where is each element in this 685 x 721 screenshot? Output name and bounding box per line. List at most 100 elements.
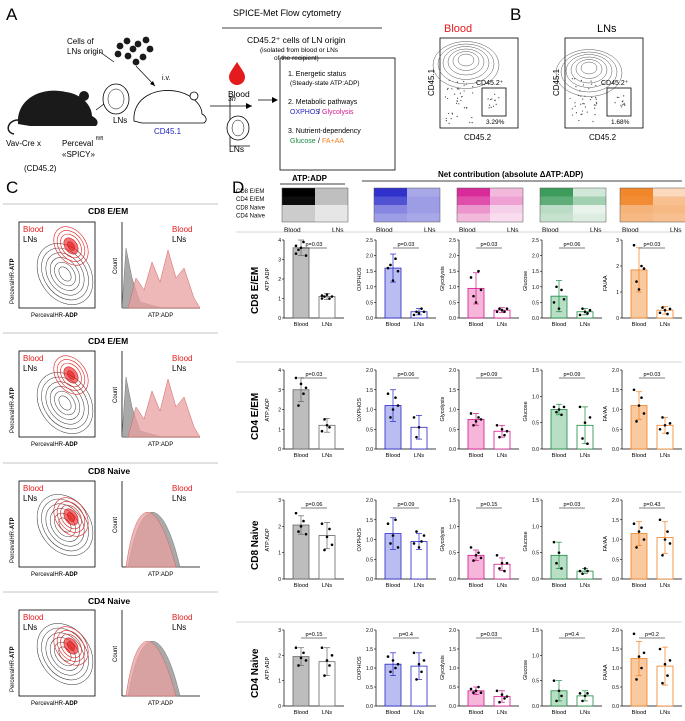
data-point <box>661 416 664 419</box>
mouse-white-ear-icon <box>189 91 199 101</box>
x-category-label: Blood <box>552 453 567 459</box>
x-category-label: LNs <box>497 453 507 459</box>
ln-pointer <box>95 103 105 111</box>
gated-event-dot <box>621 106 623 108</box>
data-point <box>503 310 506 314</box>
data-point <box>325 424 329 427</box>
data-point <box>500 308 504 312</box>
hist-blood <box>125 512 177 568</box>
x-category-label: LNs <box>414 710 424 716</box>
y-tick-label: 1.5 <box>449 498 456 504</box>
y-tick-label: 2.5 <box>366 238 373 244</box>
y-tick-label: 3 <box>278 258 281 264</box>
hist-legend-blood: Blood <box>172 354 192 363</box>
y-axis-label: OXPHOS <box>357 656 363 680</box>
x-category-label: Blood <box>386 453 401 459</box>
data-point <box>555 285 558 289</box>
data-point <box>557 689 561 693</box>
heatmap-col-blood: Blood <box>542 227 559 234</box>
y-tick-label: 0.5 <box>449 685 456 691</box>
event-dot <box>453 93 456 95</box>
hist-legend-blood: Blood <box>172 484 192 493</box>
data-point <box>632 388 636 392</box>
cell-dot <box>139 53 147 61</box>
p-value-label: p=0.03 <box>481 242 498 248</box>
y-tick-label: 0.5 <box>449 300 456 306</box>
data-point <box>562 297 566 301</box>
y-tick-label: 2.0 <box>449 254 456 260</box>
data-point <box>474 301 478 304</box>
data-point <box>420 307 423 310</box>
lns-contour <box>36 372 94 434</box>
blood-contour <box>60 504 82 530</box>
data-point <box>560 567 563 570</box>
heatmap-frame <box>281 187 349 223</box>
heatmap-col-blood: Blood <box>376 227 393 234</box>
lymph-node-icon <box>102 83 130 115</box>
data-point <box>632 243 636 247</box>
event-dot <box>571 108 573 110</box>
data-point <box>420 540 423 543</box>
data-point <box>294 252 298 255</box>
heatmap-frame <box>539 187 607 223</box>
y-tick-label: 0.0 <box>366 704 373 710</box>
y-tick-label: 2.0 <box>612 368 619 374</box>
bar-blood <box>550 409 568 450</box>
blood-contour <box>60 633 82 659</box>
data-point <box>637 288 641 291</box>
data-point <box>304 532 308 536</box>
data-point <box>417 312 421 315</box>
box-subtitle-2: of the recipient) <box>274 55 319 62</box>
flow-ylabel: CD45.1 <box>427 68 436 96</box>
contour-ylabel: PercevalHR-ATP <box>10 517 16 563</box>
contour-ylabel-bold: ATP <box>10 258 16 270</box>
data-point <box>658 647 662 651</box>
heatmap-cell <box>620 213 653 222</box>
contour-xlabel: PercevalHR-ADP <box>31 313 78 319</box>
y-tick-label: 2.5 <box>449 238 456 244</box>
x-category-label: LNs <box>660 583 670 589</box>
x-category-label: LNs <box>414 583 424 589</box>
y-tick-label: 0.5 <box>612 557 619 563</box>
y-tick-label: 1.0 <box>612 666 619 672</box>
event-dot <box>471 116 473 119</box>
data-point <box>640 264 643 268</box>
legend-blood: Blood <box>23 484 43 493</box>
y-axis-label: Glycolysis <box>440 396 446 421</box>
data-point <box>640 396 643 399</box>
p-value-label: p=0.2 <box>645 632 659 638</box>
data-point <box>330 543 334 547</box>
hist-xlabel: ATP:ADP <box>148 701 173 707</box>
lns-label-a2: LNs <box>229 144 244 154</box>
y-tick-label: 0.0 <box>449 447 456 453</box>
p-value-label: p=0.03 <box>306 372 323 378</box>
y-tick-label: 1.5 <box>366 269 373 275</box>
heatmap-cell <box>374 213 407 222</box>
lns-contour <box>54 261 76 287</box>
data-point <box>552 405 556 409</box>
event-dot <box>448 122 450 124</box>
data-point <box>394 518 397 522</box>
data-point <box>666 530 669 533</box>
blood-contour <box>53 626 89 666</box>
event-dot <box>463 84 465 86</box>
data-point <box>394 257 397 261</box>
y-tick-label: 2.0 <box>612 628 619 634</box>
p-value-label: p=0.03 <box>481 632 498 638</box>
event-dot <box>444 96 447 98</box>
y-tick-label: 1 <box>278 427 281 433</box>
heatmap-cell <box>315 213 348 222</box>
heatmap-cell <box>282 213 315 222</box>
event-dot <box>451 112 453 114</box>
event-dot <box>581 110 584 112</box>
event-dot <box>456 115 458 118</box>
event-dot <box>595 84 597 87</box>
y-tick-label: 0.0 <box>532 316 539 322</box>
y-tick-label: 1.0 <box>532 394 539 400</box>
hist-xlabel: ATP:ADP <box>148 442 173 448</box>
event-dot <box>472 86 474 88</box>
data-point <box>640 666 643 670</box>
cell-dot <box>134 40 142 48</box>
data-point <box>396 269 400 273</box>
event-dot <box>581 113 583 115</box>
